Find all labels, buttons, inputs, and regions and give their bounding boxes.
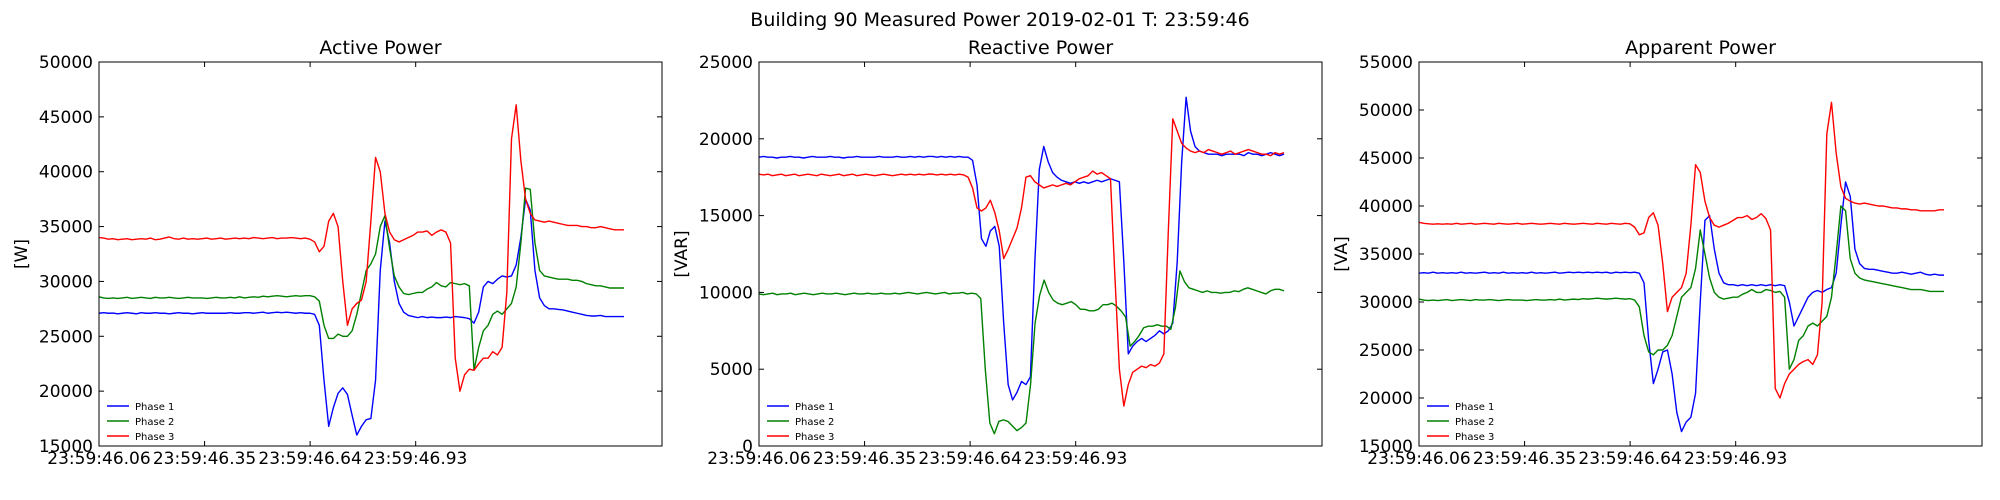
legend-label-phase-3: Phase 3 bbox=[1455, 432, 1494, 443]
x-tick-label: 23:59:46.64 bbox=[918, 449, 1021, 469]
series-line-phase-1 bbox=[98, 198, 624, 436]
y-tick-label: 15000 bbox=[39, 437, 93, 457]
series-line-phase-2 bbox=[98, 187, 624, 371]
x-tick-label: 23:59:46.93 bbox=[1684, 449, 1787, 469]
series-line-phase-1 bbox=[758, 96, 1285, 401]
series-line-phase-2 bbox=[1418, 205, 1944, 370]
series-line-phase-2 bbox=[758, 270, 1285, 435]
y-tick-label: 20000 bbox=[39, 382, 93, 402]
axes-title: Apparent Power bbox=[1625, 37, 1776, 59]
y-tick-label: 5000 bbox=[710, 360, 753, 380]
y-tick-label: 50000 bbox=[39, 53, 93, 73]
axes-active-power: Active Power [W] 15000 20000 25000 30000 35000… bbox=[12, 37, 663, 469]
legend-label-phase-1: Phase 1 bbox=[1455, 402, 1494, 413]
x-tick-label: 23:59:46.35 bbox=[153, 449, 256, 469]
series-line-phase-3 bbox=[758, 118, 1285, 407]
x-tick-label: 23:59:46.64 bbox=[1578, 449, 1681, 469]
plot-frame bbox=[98, 61, 663, 447]
y-tick-label: 55000 bbox=[1359, 53, 1413, 73]
figure-suptitle: Building 90 Measured Power 2019-02-01 T:… bbox=[750, 9, 1249, 31]
y-tick-label: 30000 bbox=[39, 272, 93, 292]
series-line-phase-3 bbox=[1418, 101, 1944, 399]
axes-title: Reactive Power bbox=[968, 37, 1113, 59]
x-tick-label: 23:59:46.35 bbox=[1473, 449, 1576, 469]
legend-label-phase-1: Phase 1 bbox=[795, 402, 834, 413]
legend-label-phase-3: Phase 3 bbox=[795, 432, 834, 443]
x-tick-label: 23:59:46.35 bbox=[813, 449, 916, 469]
y-tick-label: 15000 bbox=[1359, 437, 1413, 457]
axes-apparent-power: Apparent Power [VA] 15000 20000 25000 30000 35… bbox=[1332, 37, 1983, 469]
y-tick-label: 40000 bbox=[1359, 197, 1413, 217]
x-tick-label: 23:59:46.06 bbox=[707, 449, 810, 469]
legend: Phase 1 Phase 2 Phase 3 bbox=[1427, 402, 1494, 443]
y-tick-label: 45000 bbox=[39, 108, 93, 128]
legend-label-phase-2: Phase 2 bbox=[135, 417, 174, 428]
y-tick-label: 20000 bbox=[699, 130, 753, 150]
legend-label-phase-1: Phase 1 bbox=[135, 402, 174, 413]
y-tick-label: 35000 bbox=[1359, 245, 1413, 265]
axes-title: Active Power bbox=[319, 37, 441, 59]
y-tick-label: 10000 bbox=[699, 283, 753, 303]
y-tick-label: 40000 bbox=[39, 163, 93, 183]
legend: Phase 1 Phase 2 Phase 3 bbox=[767, 402, 834, 443]
axes-reactive-power: Reactive Power [VAR] 0 5000 10000 15000 20000 2… bbox=[672, 37, 1323, 469]
x-tick-label: 23:59:46.06 bbox=[47, 449, 150, 469]
y-tick-label: 50000 bbox=[1359, 101, 1413, 121]
plot-frame bbox=[1418, 61, 1983, 447]
x-tick-label: 23:59:46.93 bbox=[1024, 449, 1127, 469]
legend-label-phase-2: Phase 2 bbox=[1455, 417, 1494, 428]
y-axis-label: [VAR] bbox=[672, 230, 692, 277]
series-line-phase-1 bbox=[1418, 181, 1944, 433]
y-tick-label: 25000 bbox=[1359, 341, 1413, 361]
legend-label-phase-3: Phase 3 bbox=[135, 432, 174, 443]
y-tick-label: 45000 bbox=[1359, 149, 1413, 169]
legend-label-phase-2: Phase 2 bbox=[795, 417, 834, 428]
y-tick-label: 15000 bbox=[699, 207, 753, 227]
x-tick-label: 23:59:46.64 bbox=[258, 449, 361, 469]
y-tick-label: 30000 bbox=[1359, 293, 1413, 313]
y-tick-label: 25000 bbox=[699, 53, 753, 73]
y-tick-label: 20000 bbox=[1359, 389, 1413, 409]
plot-frame bbox=[758, 61, 1323, 447]
y-tick-label: 25000 bbox=[39, 327, 93, 347]
series-line-phase-3 bbox=[98, 104, 624, 392]
x-tick-label: 23:59:46.93 bbox=[364, 449, 467, 469]
y-axis-label: [W] bbox=[12, 239, 32, 269]
y-axis-label: [VA] bbox=[1332, 236, 1352, 271]
y-tick-label: 0 bbox=[742, 437, 753, 457]
x-tick-label: 23:59:46.06 bbox=[1367, 449, 1470, 469]
y-tick-label: 35000 bbox=[39, 218, 93, 238]
legend: Phase 1 Phase 2 Phase 3 bbox=[107, 402, 174, 443]
